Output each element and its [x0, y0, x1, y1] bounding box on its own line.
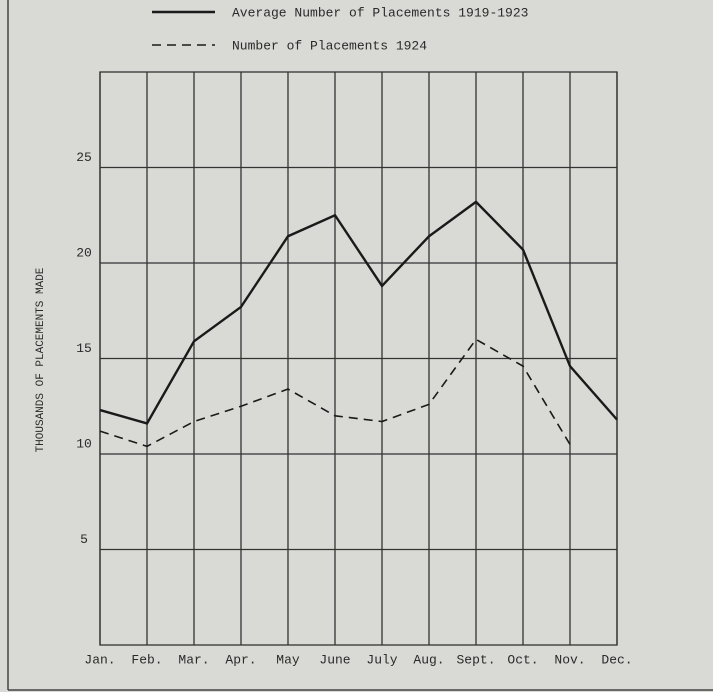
y-tick-label: 5: [80, 532, 88, 547]
legend-label: Average Number of Placements 1919-1923: [232, 5, 528, 20]
legend-label: Number of Placements 1924: [232, 38, 427, 53]
series-line: [99, 200, 618, 425]
y-tick-label: 20: [76, 245, 92, 260]
series-line: [99, 338, 571, 448]
x-tick-label: Apr.: [225, 652, 256, 667]
y-tick-label: 10: [76, 436, 92, 451]
x-tick-label: Nov.: [554, 652, 585, 667]
x-tick-label: Mar.: [178, 652, 209, 667]
x-tick-label: July: [366, 652, 397, 667]
x-tick-label: May: [276, 652, 300, 667]
y-tick-label: 25: [76, 150, 92, 165]
x-tick-label: Jan.: [84, 652, 115, 667]
x-tick-label: Aug.: [413, 652, 444, 667]
x-tick-label: Oct.: [507, 652, 538, 667]
x-tick-label: Sept.: [456, 652, 495, 667]
x-tick-label: Feb.: [131, 652, 162, 667]
y-axis-label: THOUSANDS OF PLACEMENTS MADE: [35, 267, 47, 452]
x-tick-label: Dec.: [601, 652, 632, 667]
x-tick-label: June: [319, 652, 350, 667]
y-tick-label: 15: [76, 341, 92, 356]
